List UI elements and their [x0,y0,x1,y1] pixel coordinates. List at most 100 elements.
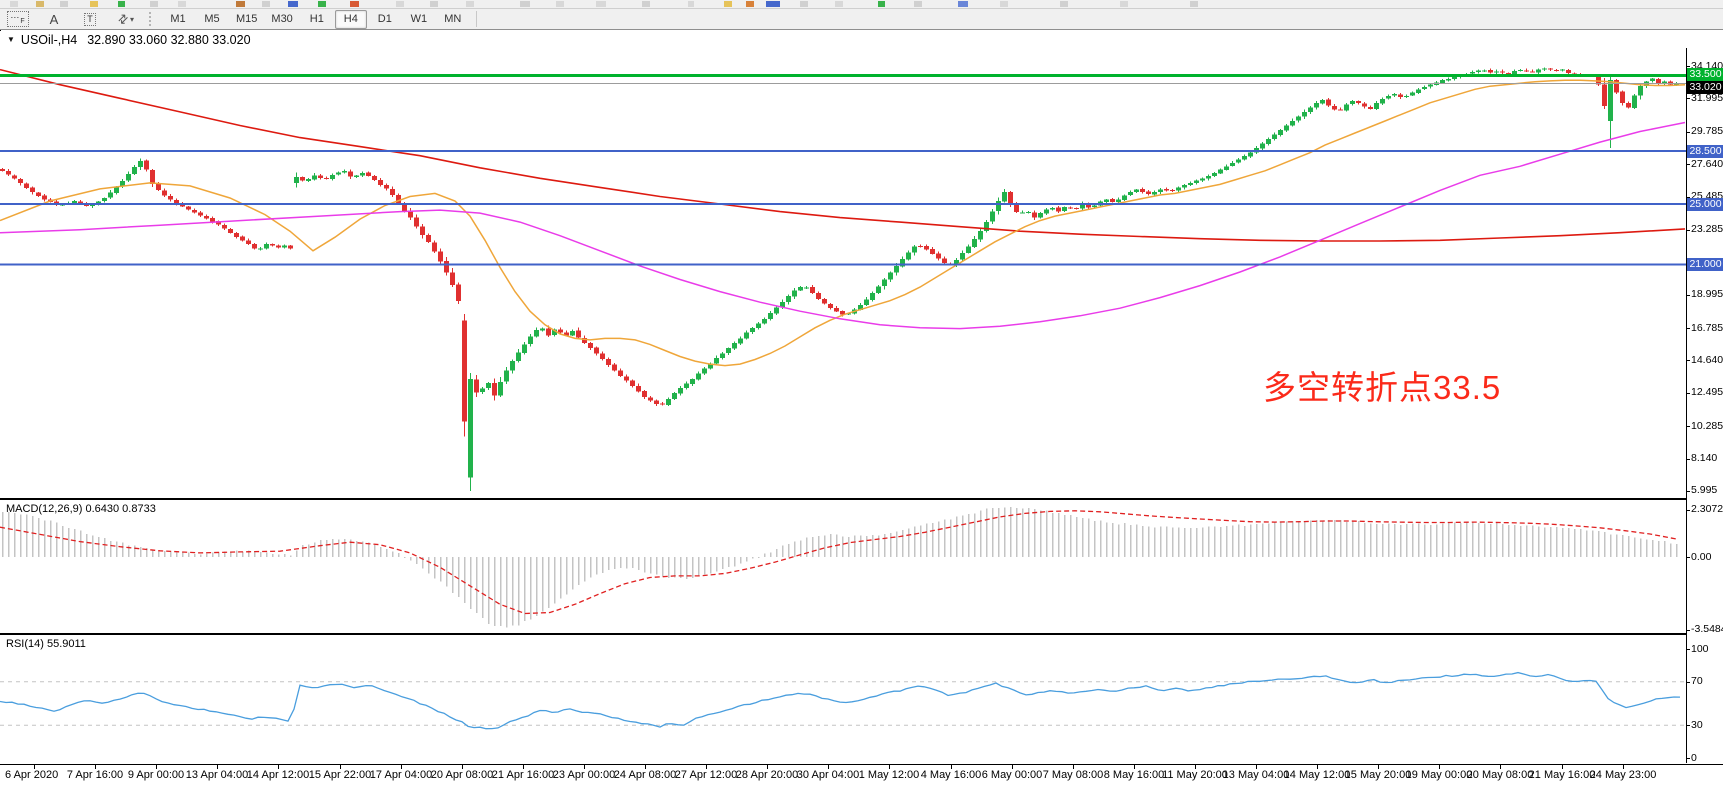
macd-histogram-bar [278,554,280,557]
macd-histogram-bar [1154,527,1156,557]
macd-histogram-bar [764,553,766,557]
toolbar-icon-fragment [178,1,186,7]
toolbar-icon-fragment [90,1,98,7]
rsi-line [0,671,1681,730]
macd-histogram-bar [542,557,544,612]
candle-body [492,383,497,396]
candle-body [1020,212,1025,214]
macd-canvas[interactable] [0,500,1686,633]
macd-histogram-bar [488,557,490,624]
candle-body [390,188,395,195]
timeframe-button-mn[interactable]: MN [444,13,462,25]
candle-body [1638,86,1643,96]
candle-body [360,172,365,176]
macd-histogram-bar [1622,535,1624,557]
time-axis-tick [401,765,402,769]
candle-body [1488,70,1493,73]
macd-histogram-bar [512,557,514,626]
font-a-icon[interactable]: A [49,11,59,27]
macd-histogram-bar [1346,521,1348,557]
macd-histogram-bar [944,519,946,557]
macd-histogram-bar [848,537,850,557]
candle-body [1662,81,1667,84]
candle-body [1314,103,1319,108]
macd-histogram-bar [1172,527,1174,557]
macd-histogram-bar [482,557,484,618]
macd-histogram-bar [182,552,184,557]
time-axis[interactable]: 6 Apr 2020 7 Apr 16:00 9 Apr 00:00 13 Apr 0… [0,764,1723,786]
chart-titlebar[interactable]: ▼ USOil-,H4 32.890 33.060 32.880 33.020 [0,31,1723,48]
macd-histogram-bar [1196,527,1198,557]
macd-histogram-bar [770,552,772,557]
toolbar-icon-fragment [746,1,754,7]
candle-body [966,246,971,253]
candle-body [330,175,335,180]
draw-arrows-icon[interactable]: ⇄ ▾ [114,10,135,28]
price-tick-label: 23.285 [1691,223,1723,235]
time-axis-tick [706,765,707,769]
candle-body [1146,191,1151,195]
macd-histogram-bar [1478,523,1480,557]
toolbar-icon-fragment [642,1,650,7]
axis-tick [1686,98,1690,99]
macd-histogram-bar [710,557,712,574]
toolbar-drag-handle[interactable] [149,12,156,26]
timeframe-button-m15[interactable]: M15 [236,13,258,25]
macd-histogram-bar [1334,519,1336,557]
toolbar-icon-fragment [596,1,606,7]
pane-divider[interactable] [0,498,1686,500]
axis-tick [1686,510,1690,511]
candle-body [90,205,95,207]
macd-histogram-bar [1658,541,1660,557]
time-axis-tick [645,765,646,769]
candle-body [822,298,827,304]
timeframe-button-m5[interactable]: M5 [204,13,220,25]
candle-body [270,244,275,246]
candle-body [960,253,965,260]
macd-histogram-bar [1370,523,1372,557]
macd-histogram-bar [758,557,760,558]
candle-body [1380,99,1385,104]
resistance-price-badge: 33.500 [1687,68,1723,81]
rsi-canvas[interactable] [0,635,1686,763]
dots-grid-icon[interactable]: ⋯F [1,10,35,29]
timeframe-button-w1[interactable]: W1 [410,13,428,25]
macd-histogram-bar [68,528,70,557]
candle-body [672,393,677,399]
macd-histogram-bar [1556,527,1558,557]
candle-body [552,329,557,335]
candle-body [756,323,761,328]
text-tool-icon[interactable]: T [73,10,107,29]
macd-histogram-bar [926,523,928,557]
timeframe-button-h1[interactable]: H1 [309,13,324,25]
timeframe-group: M1 M5 M15 M30 H1 H4 D1 W1 MN [161,9,470,29]
price-chart-pane[interactable] [0,48,1686,498]
candle-body [18,178,23,184]
candle-body [1008,192,1013,204]
toolbar-icon-fragment [1120,1,1128,7]
macd-histogram-bar [704,557,706,575]
candle-body [708,363,713,369]
timeframe-button-h4[interactable]: H4 [334,9,367,29]
macd-histogram-bar [1010,506,1012,557]
macd-pane[interactable]: MACD(12,26,9) 0.6430 0.8733 [0,500,1686,633]
price-tick-label: 8.140 [1691,452,1718,464]
bid-price-badge: 33.020 [1687,81,1723,94]
toolbar-icon-fragment [150,1,158,7]
macd-histogram-bar [1124,523,1126,557]
time-tick-label: 20 Apr 08:00 [430,769,494,781]
price-chart-canvas[interactable] [0,48,1686,498]
candle-body [234,233,239,237]
axis-tick [1686,132,1690,133]
time-tick-label: 19 May 00:00 [1405,769,1473,781]
timeframe-button-m30[interactable]: M30 [271,13,293,25]
rsi-pane[interactable]: RSI(14) 55.9011 [0,635,1686,763]
macd-histogram-bar [1178,527,1180,557]
timeframe-button-m1[interactable]: M1 [170,13,186,25]
time-tick-label: 27 Apr 12:00 [674,769,738,781]
price-axis[interactable]: 34.140 31.995 29.785 27.640 25.485 23.285 18.9… [1686,48,1723,764]
pane-divider[interactable] [0,633,1686,635]
timeframe-button-d1[interactable]: D1 [377,13,392,25]
symbol-dropdown-caret-icon[interactable]: ▼ [7,35,15,44]
candle-body [810,286,815,294]
